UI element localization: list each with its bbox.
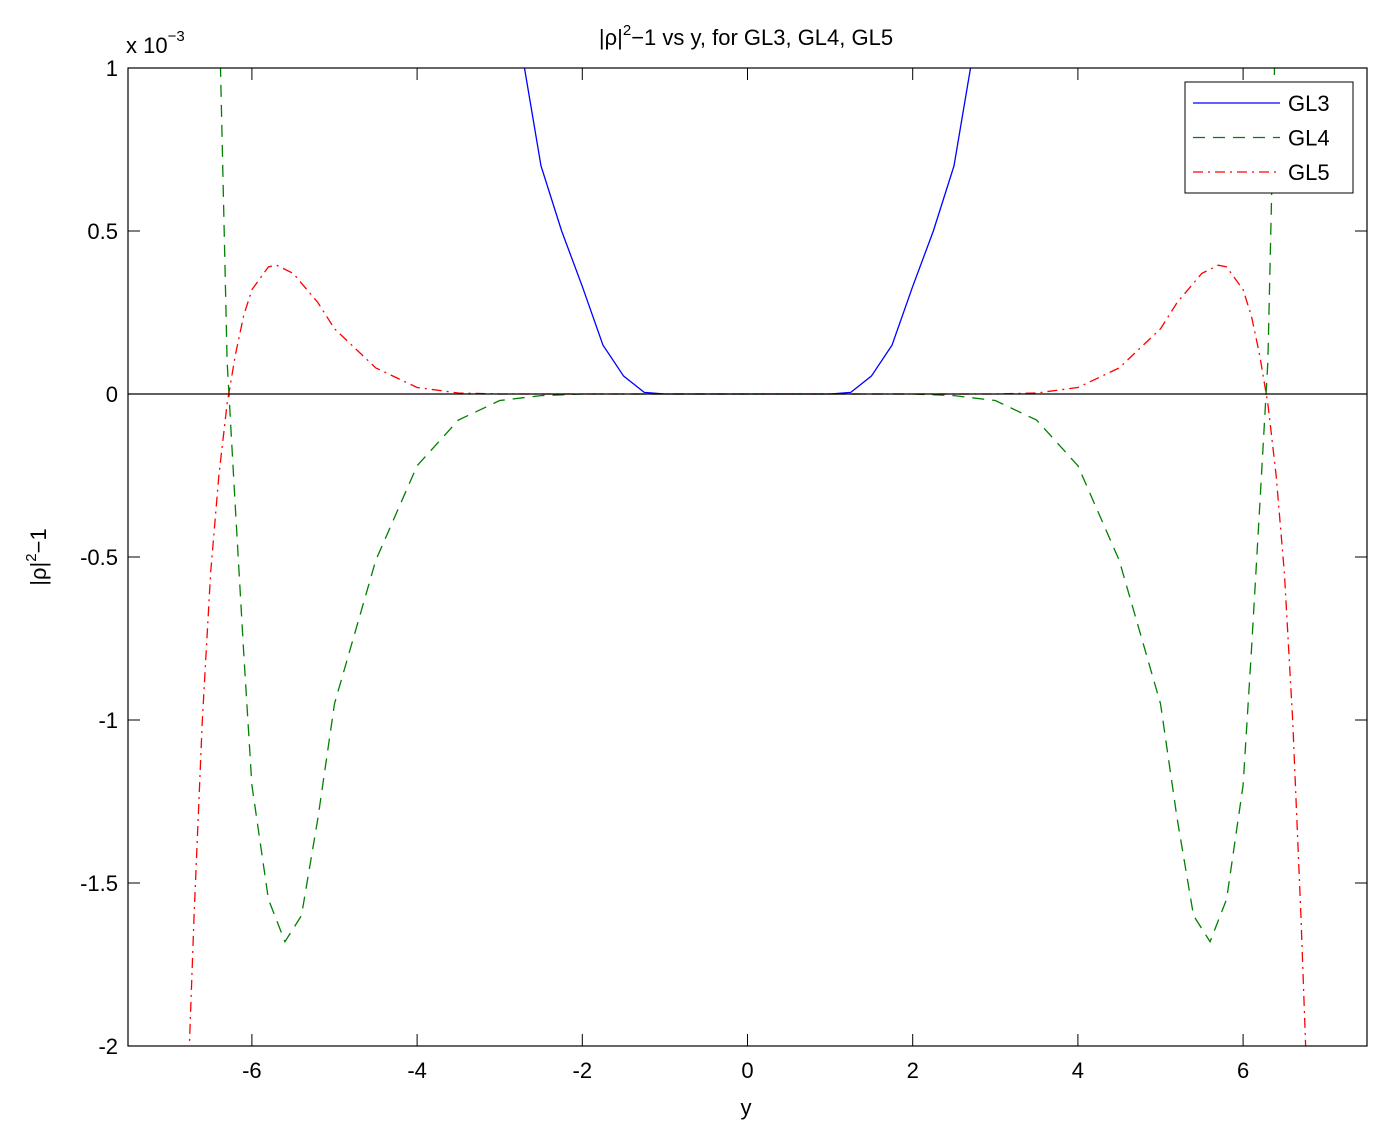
axes-box	[127, 67, 1368, 1047]
multiplier-exponent: −3	[168, 28, 185, 45]
legend-label: GL3	[1288, 91, 1330, 116]
title-superscript: 2	[623, 22, 631, 39]
multiplier-base: x 10	[126, 33, 168, 58]
y-tick-label: 0.5	[87, 219, 118, 244]
x-tick-label: -6	[242, 1058, 262, 1083]
x-tick-label: 6	[1237, 1058, 1249, 1083]
y-tick-label: -0.5	[80, 545, 118, 570]
y-label-part: |ρ|	[26, 562, 51, 586]
plot-area	[128, 68, 1367, 1046]
legend-label: GL5	[1288, 160, 1330, 185]
y-tick-label: 0	[106, 382, 118, 407]
y-multiplier: x 10−3	[126, 28, 185, 58]
title-part: |ρ|	[599, 25, 623, 50]
x-tick-label: -4	[407, 1058, 427, 1083]
legend-label: GL4	[1288, 126, 1330, 151]
y-label-superscript: 2	[23, 553, 40, 561]
x-tick-label: -2	[573, 1058, 593, 1083]
title-part: −1 vs y, for GL3, GL4, GL5	[631, 25, 893, 50]
x-axis-label: y	[741, 1095, 752, 1120]
y-tick-label: -1	[98, 708, 118, 733]
y-tick-label: -2	[98, 1034, 118, 1059]
y-tick-label: -1.5	[80, 871, 118, 896]
x-tick-label: 2	[907, 1058, 919, 1083]
y-tick-label: 1	[106, 56, 118, 81]
x-tick-label: 4	[1072, 1058, 1084, 1083]
x-tick-label: 0	[741, 1058, 753, 1083]
chart-title: |ρ|2−1 vs y, for GL3, GL4, GL5	[599, 22, 893, 50]
y-axis-label: |ρ|2−1	[23, 528, 51, 585]
y-label-part: −1	[26, 528, 51, 553]
